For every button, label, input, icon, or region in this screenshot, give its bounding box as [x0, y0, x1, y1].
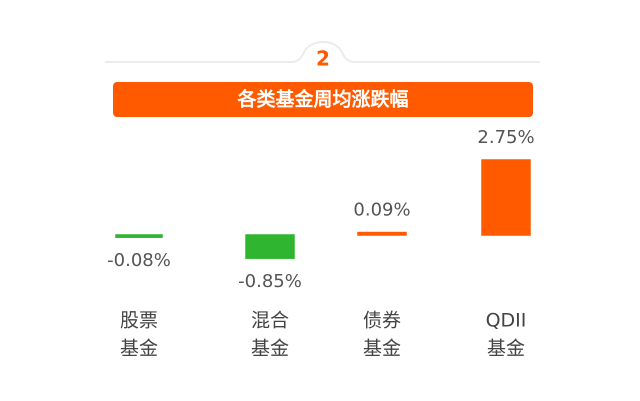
category-label: QDII: [486, 310, 527, 332]
category-label: 基金: [251, 338, 289, 360]
bar: [245, 234, 295, 259]
value-label: -0.85%: [238, 271, 302, 292]
category-label: 债券: [363, 310, 401, 332]
bar: [481, 159, 531, 236]
bar: [115, 234, 163, 238]
section-number: 2: [316, 47, 330, 71]
category-label: 基金: [120, 338, 158, 360]
value-label: 2.75%: [477, 127, 534, 148]
bar: [357, 231, 407, 236]
divider: [105, 40, 540, 63]
category-label: 股票: [120, 310, 158, 332]
category-label: 混合: [251, 310, 289, 332]
chart-title: 各类基金周均涨跌幅: [236, 88, 408, 111]
category-label: 基金: [487, 338, 525, 360]
value-label: -0.08%: [107, 250, 171, 271]
value-label: 0.09%: [353, 200, 410, 221]
title-banner: [113, 82, 533, 117]
category-label: 基金: [363, 338, 401, 360]
